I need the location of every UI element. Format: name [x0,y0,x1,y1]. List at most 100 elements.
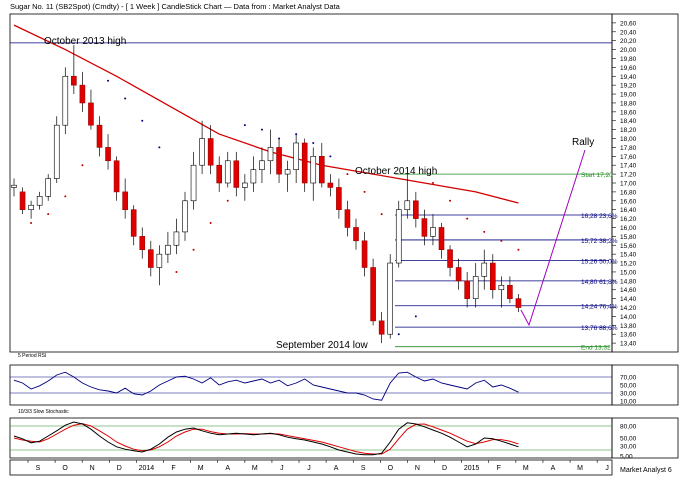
price-tick-label: 16,20 [620,216,637,223]
candle-body [62,75,69,126]
sar-dot [124,97,127,100]
time-tick-label: 2014 [139,465,155,472]
candle-body [216,164,222,184]
candle-body [447,249,453,268]
sar-dot [209,222,212,225]
price-tick-label: 20,40 [620,29,637,36]
sar-dot [363,190,366,193]
fib-level-label: End 13,32 [581,345,611,352]
stochastic-tick-label: 50,00 [620,436,637,443]
sar-dot [329,155,332,158]
stochastic-tick-label: 30,00 [620,444,637,451]
price-tick-label: 13,80 [620,323,637,330]
candle-body [438,227,445,251]
candle-body [370,267,376,322]
candle-body [242,182,248,188]
candle-body [45,178,52,197]
time-tick-label: D [117,465,122,472]
candle-body [430,227,436,237]
sar-dot [64,195,67,198]
time-tick-label: M [252,465,258,472]
sar-dot [295,133,298,136]
price-tick-label: 15,00 [620,269,637,276]
price-tick-label: 17,60 [620,154,637,161]
price-tick-label: 19,80 [620,56,637,63]
price-tick-label: 18,00 [620,136,637,143]
sar-dot [141,119,144,122]
sar-dot [449,199,452,202]
sar-dot [414,315,417,318]
candle-body [276,147,282,175]
price-tick-label: 16,80 [620,189,637,196]
time-tick-label: O [388,465,394,472]
fib-level-label: 13,76 88,6% [581,325,618,332]
candle-body [489,262,496,291]
price-tick-label: 17,00 [620,181,637,188]
candle-body [165,244,171,255]
annotations: October 2013 high October 2014 high Sept… [44,36,594,351]
time-tick-label: A [225,465,230,472]
sar-dot [260,128,263,131]
candle-body [472,276,479,299]
price-tick-label: 13,40 [620,341,637,348]
time-tick-label: J [605,465,609,472]
candle-body [19,191,26,210]
candle-body [173,231,180,246]
candle-body [378,320,385,335]
sar-dot [30,222,33,225]
annotation-october-2013-high: October 2013 high [44,36,126,47]
candle-body [507,284,513,299]
sar-dot [47,213,50,216]
candle-body [464,280,470,299]
candle-body [301,142,308,184]
price-tick-label: 16,60 [620,198,637,205]
candle-body [455,267,462,282]
candle-body [353,227,359,242]
fib-level-label: 15,72 38,2% [581,238,618,245]
sar-dot [278,137,281,140]
candle-body [336,187,342,210]
candle-body [421,218,428,237]
candle-body [361,240,368,268]
price-axis: 20,60 20,40 20,20 20,00 19,80 19,60 19,40 19,20… [612,20,637,348]
candle-body [284,169,291,175]
price-tick-label: 16,00 [620,225,637,232]
sar-dot [243,124,246,127]
sar-dot [466,217,469,220]
fib-level-label: 14,80 61,8% [581,279,618,286]
time-tick-label: O [62,465,68,472]
fib-level-label: Start 17,20 [581,172,613,179]
stochastic-title: 10/3/3 Slow Stochastic [18,409,69,415]
candle-body [224,160,231,184]
time-tick-label: F [497,465,501,472]
price-tick-label: 18,60 [620,109,637,116]
fib-level-label: 16,28 23,6% [581,213,618,220]
time-tick-label: M [577,465,583,472]
candle-body [327,182,334,188]
candle-body [413,200,419,219]
sar-dot [81,164,84,167]
sar-dot [158,146,161,149]
time-axis-frame [9,459,613,476]
price-tick-label: 14,00 [620,314,637,321]
sar-dot [397,333,400,336]
price-tick-label: 19,20 [620,83,637,90]
time-tick-label: M [523,465,529,472]
time-tick-label: D [442,465,447,472]
time-tick-label: M [198,465,204,472]
price-tick-label: 20,60 [620,20,637,27]
candle-body [156,253,163,268]
candle-body [259,160,265,170]
price-tick-label: 17,40 [620,163,637,170]
sar-dot [483,230,486,233]
price-tick-label: 18,80 [620,100,637,107]
time-tick-label: N [90,465,95,472]
price-tick-label: 14,60 [620,287,637,294]
price-tick-label: 17,80 [620,145,637,152]
fib-level-label: 15,26 50,0% [581,258,618,265]
candle-body [267,147,274,162]
price-tick-label: 18,20 [620,127,637,134]
candle-body [387,262,394,335]
time-tick-label: S [36,465,41,472]
